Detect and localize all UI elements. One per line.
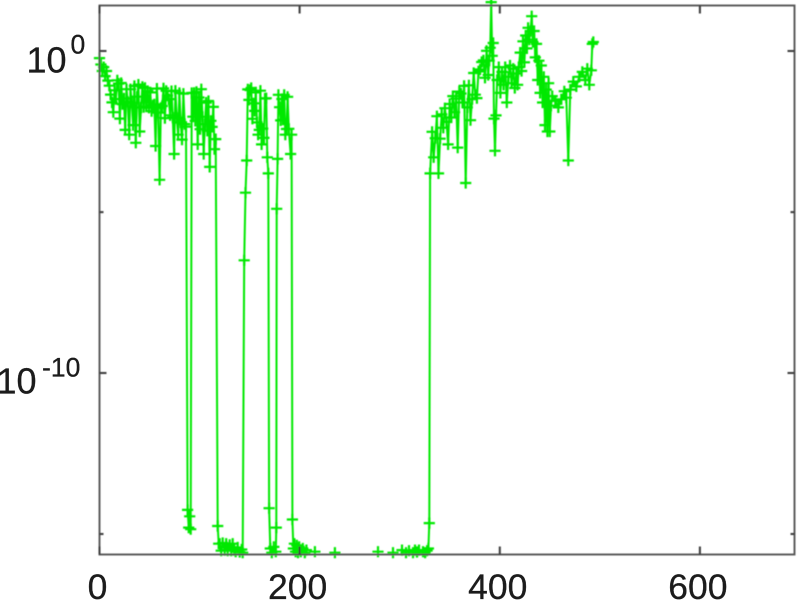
svg-text:400: 400 — [468, 567, 527, 600]
svg-text:0: 0 — [88, 567, 108, 600]
svg-text:10: 10 — [0, 361, 37, 402]
svg-text:0: 0 — [71, 30, 86, 60]
svg-text:200: 200 — [268, 567, 327, 600]
svg-text:10: 10 — [27, 40, 67, 81]
svg-text:600: 600 — [668, 567, 727, 600]
svg-text:-10: -10 — [42, 353, 80, 383]
